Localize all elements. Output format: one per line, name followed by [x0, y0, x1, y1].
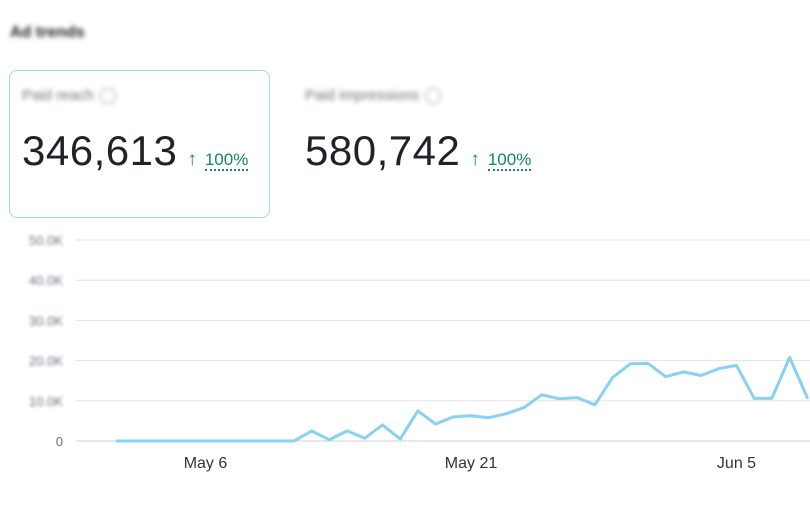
y-tick-label: 0	[56, 434, 63, 449]
x-tick-label: May 21	[445, 455, 498, 472]
paid-impressions-card[interactable]: Paid impressions 580,742 ↑ 100%	[292, 70, 592, 218]
x-tick-label: May 6	[184, 455, 228, 472]
paid-impressions-label: Paid impressions	[305, 87, 420, 104]
chart-series	[115, 355, 809, 443]
arrow-up-icon: ↑	[187, 149, 197, 170]
paid-reach-label-row: Paid reach	[22, 87, 116, 104]
x-axis-ticks: May 6 May 21 Jun 5	[184, 455, 756, 472]
y-tick-label: 50.0K	[29, 233, 63, 248]
x-tick-label: Jun 5	[717, 455, 756, 472]
paid-impressions-value: 580,742	[305, 127, 461, 174]
series-line	[115, 355, 809, 443]
paid-reach-trend-percent[interactable]: 100%	[204, 150, 249, 171]
paid-impressions-label-row: Paid impressions	[305, 87, 442, 104]
paid-impressions-value-row: 580,742 ↑ 100%	[305, 127, 532, 175]
paid-reach-value: 346,613	[22, 127, 178, 174]
y-axis-ticks: 0 10.0K 20.0K 30.0K 40.0K 50.0K	[29, 233, 63, 449]
paid-reach-value-row: 346,613 ↑ 100%	[22, 127, 249, 175]
section-title: Ad trends	[10, 24, 85, 41]
arrow-up-icon: ↑	[470, 149, 480, 170]
ad-trends-line-chart: 0 10.0K 20.0K 30.0K 40.0K 50.0K May 6 May 21 Ju…	[29, 233, 810, 472]
y-tick-label: 30.0K	[29, 313, 63, 328]
paid-reach-card[interactable]: Paid reach 346,613 ↑ 100%	[9, 70, 270, 218]
paid-reach-label: Paid reach	[22, 87, 94, 104]
info-icon[interactable]	[99, 87, 116, 104]
y-tick-label: 20.0K	[29, 354, 63, 369]
info-icon[interactable]	[425, 87, 442, 104]
y-tick-label: 10.0K	[29, 394, 63, 409]
paid-impressions-trend-percent[interactable]: 100%	[487, 150, 532, 171]
chart-gridlines	[76, 239, 810, 442]
y-tick-label: 40.0K	[29, 273, 63, 288]
